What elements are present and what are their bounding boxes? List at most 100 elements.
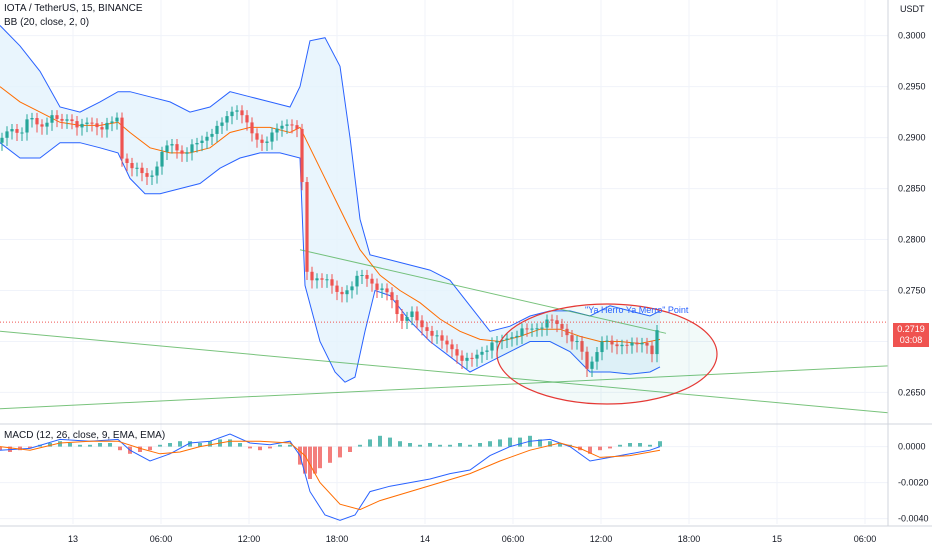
- candle-body[interactable]: [245, 115, 249, 123]
- candle-body[interactable]: [590, 361, 594, 369]
- macd-histogram-bar[interactable]: [313, 446, 317, 474]
- candle-body[interactable]: [90, 122, 94, 124]
- candle-body[interactable]: [110, 121, 114, 123]
- macd-histogram-bar[interactable]: [328, 446, 332, 463]
- candle-body[interactable]: [335, 285, 339, 292]
- price-pane[interactable]: [0, 25, 888, 414]
- candle-body[interactable]: [45, 122, 49, 127]
- trendline[interactable]: [0, 330, 888, 414]
- macd-histogram-bar[interactable]: [648, 444, 652, 447]
- candle-body[interactable]: [55, 115, 59, 119]
- macd-histogram-bar[interactable]: [288, 444, 292, 447]
- macd-histogram-bar[interactable]: [498, 439, 502, 447]
- candle-body[interactable]: [550, 319, 554, 321]
- candle-body[interactable]: [355, 275, 359, 287]
- macd-histogram-bar[interactable]: [78, 444, 82, 447]
- macd-histogram-bar[interactable]: [238, 443, 242, 447]
- macd-histogram-bar[interactable]: [378, 435, 382, 447]
- macd-histogram-bar[interactable]: [248, 446, 252, 449]
- candle-body[interactable]: [180, 150, 184, 154]
- candle-body[interactable]: [535, 328, 539, 330]
- macd-histogram-bar[interactable]: [118, 446, 122, 451]
- candle-body[interactable]: [385, 288, 389, 293]
- macd-histogram-bar[interactable]: [478, 443, 482, 447]
- macd-histogram-bar[interactable]: [308, 446, 312, 479]
- candle-body[interactable]: [265, 141, 269, 143]
- candle-body[interactable]: [155, 166, 159, 176]
- candle-body[interactable]: [565, 328, 569, 336]
- macd-line[interactable]: [0, 433, 661, 521]
- candle-body[interactable]: [630, 342, 634, 346]
- candle-body[interactable]: [480, 351, 484, 355]
- candle-body[interactable]: [575, 341, 579, 343]
- macd-histogram-bar[interactable]: [558, 443, 562, 447]
- macd-histogram-bar[interactable]: [208, 441, 212, 447]
- candle-body[interactable]: [470, 357, 474, 359]
- candle-body[interactable]: [600, 341, 604, 353]
- candle-body[interactable]: [640, 342, 644, 345]
- macd-histogram-bar[interactable]: [108, 443, 112, 447]
- candle-body[interactable]: [10, 129, 14, 132]
- candle-body[interactable]: [510, 337, 514, 339]
- macd-histogram-bar[interactable]: [488, 441, 492, 447]
- candle-body[interactable]: [520, 328, 524, 336]
- candle-body[interactable]: [0, 137, 4, 143]
- macd-histogram-bar[interactable]: [358, 444, 362, 447]
- candle-body[interactable]: [375, 283, 379, 290]
- candle-body[interactable]: [485, 350, 489, 352]
- candle-body[interactable]: [635, 342, 639, 345]
- candle-body[interactable]: [300, 128, 304, 183]
- candle-body[interactable]: [645, 342, 649, 346]
- candle-body[interactable]: [450, 344, 454, 350]
- candle-body[interactable]: [185, 152, 189, 154]
- macd-histogram-bar[interactable]: [598, 446, 602, 451]
- time-axis[interactable]: 13 06:00 12:00 18:00 14 06:00 12:00 18:00 15 06:0…: [68, 534, 876, 544]
- signal-line[interactable]: [0, 440, 661, 511]
- macd-histogram-bar[interactable]: [278, 444, 282, 447]
- candle-body[interactable]: [100, 127, 104, 130]
- candle-body[interactable]: [95, 123, 99, 128]
- candle-body[interactable]: [220, 122, 224, 126]
- macd-histogram-bar[interactable]: [168, 443, 172, 447]
- macd-histogram-bar[interactable]: [458, 443, 462, 447]
- candle-body[interactable]: [515, 335, 519, 338]
- candle-body[interactable]: [325, 279, 329, 281]
- candle-body[interactable]: [5, 131, 9, 138]
- candle-body[interactable]: [475, 354, 479, 359]
- macd-histogram-bar[interactable]: [468, 444, 472, 447]
- macd-histogram-bar[interactable]: [318, 446, 322, 469]
- macd-histogram-bar[interactable]: [338, 446, 342, 458]
- candle-body[interactable]: [20, 132, 24, 134]
- macd-histogram-bar[interactable]: [303, 446, 307, 474]
- macd-histogram-bar[interactable]: [508, 437, 512, 447]
- candle-body[interactable]: [230, 111, 234, 117]
- annotation-text[interactable]: "Ya Herro Ya Merro" Point: [585, 305, 689, 315]
- candle-body[interactable]: [650, 345, 654, 355]
- candle-body[interactable]: [175, 144, 179, 151]
- macd-histogram-bar[interactable]: [618, 444, 622, 447]
- macd-histogram-bar[interactable]: [418, 444, 422, 447]
- macd-histogram-bar[interactable]: [268, 446, 272, 449]
- macd-histogram-bar[interactable]: [538, 439, 542, 447]
- candle-body[interactable]: [625, 344, 629, 346]
- macd-histogram-bar[interactable]: [608, 446, 612, 449]
- candle-body[interactable]: [25, 119, 29, 133]
- candle-body[interactable]: [380, 288, 384, 290]
- candle-body[interactable]: [435, 335, 439, 337]
- candle-body[interactable]: [50, 115, 54, 123]
- candle-body[interactable]: [400, 314, 404, 321]
- candle-body[interactable]: [540, 327, 544, 329]
- macd-histogram-bar[interactable]: [518, 437, 522, 447]
- candle-body[interactable]: [290, 124, 294, 126]
- macd-histogram-bar[interactable]: [88, 444, 92, 447]
- candle-body[interactable]: [570, 335, 574, 342]
- candle-body[interactable]: [430, 330, 434, 336]
- macd-histogram-bar[interactable]: [0, 446, 2, 451]
- candle-body[interactable]: [200, 140, 204, 144]
- candle-body[interactable]: [405, 316, 409, 321]
- candle-body[interactable]: [525, 328, 529, 330]
- candle-body[interactable]: [595, 352, 599, 362]
- candle-body[interactable]: [70, 119, 74, 122]
- candle-body[interactable]: [15, 129, 19, 133]
